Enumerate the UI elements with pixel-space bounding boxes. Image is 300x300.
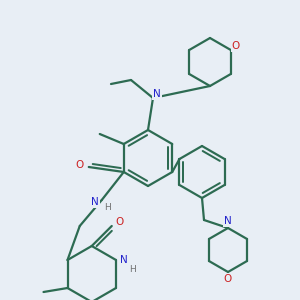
Text: H: H bbox=[129, 266, 135, 274]
Text: O: O bbox=[224, 274, 232, 284]
Text: N: N bbox=[224, 216, 232, 226]
Text: N: N bbox=[91, 197, 99, 207]
Text: H: H bbox=[104, 203, 111, 212]
Text: O: O bbox=[232, 41, 240, 51]
Text: N: N bbox=[120, 255, 128, 265]
Text: O: O bbox=[116, 217, 124, 227]
Text: N: N bbox=[153, 89, 161, 99]
Text: O: O bbox=[76, 160, 84, 170]
